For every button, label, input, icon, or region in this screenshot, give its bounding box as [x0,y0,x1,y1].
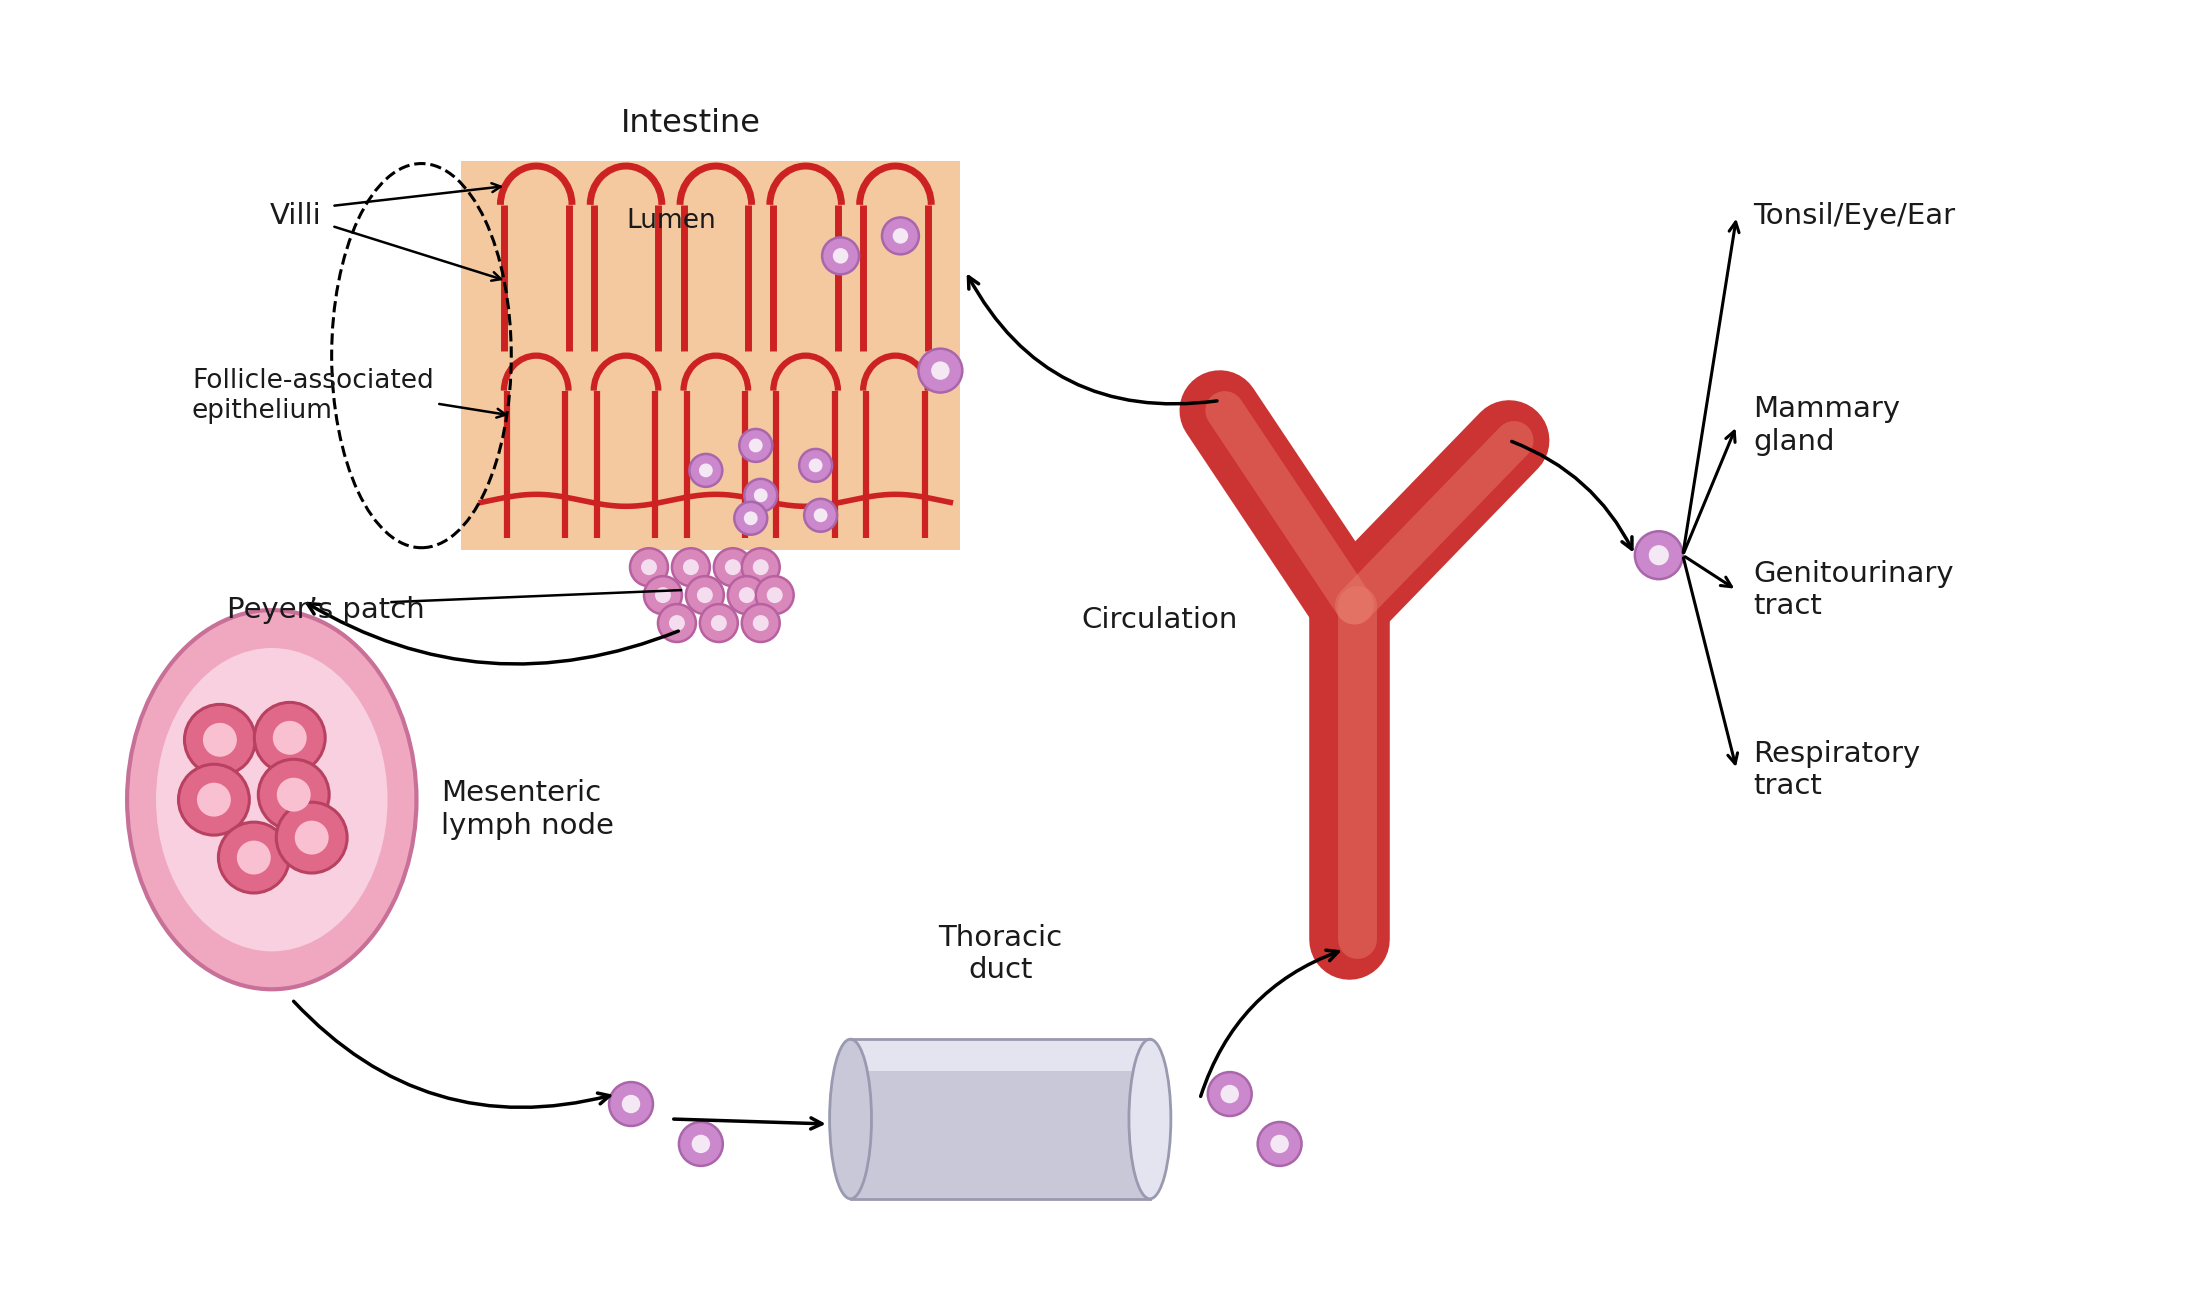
Circle shape [893,227,909,243]
Circle shape [1634,532,1683,580]
Circle shape [1649,545,1669,566]
Circle shape [699,464,712,477]
Ellipse shape [157,647,387,952]
Circle shape [798,448,831,482]
Circle shape [809,459,822,472]
Circle shape [752,615,769,630]
Circle shape [725,559,741,575]
Circle shape [805,499,838,532]
Text: Mammary
gland: Mammary gland [1753,395,1901,456]
Circle shape [738,429,772,461]
Circle shape [822,238,860,274]
Ellipse shape [1130,1039,1172,1199]
Circle shape [219,822,290,893]
Circle shape [918,348,962,393]
Circle shape [641,559,657,575]
Circle shape [1207,1072,1251,1115]
Text: Follicle-associated
epithelium: Follicle-associated epithelium [192,368,433,424]
Circle shape [630,549,668,586]
Circle shape [834,248,849,264]
Circle shape [931,361,949,380]
Text: Circulation: Circulation [1081,606,1238,634]
Ellipse shape [126,610,416,989]
Circle shape [670,615,685,630]
Circle shape [741,604,780,642]
Circle shape [714,549,752,586]
Circle shape [608,1082,652,1126]
Text: Lumen: Lumen [626,208,716,234]
Circle shape [272,720,307,755]
Circle shape [1220,1084,1238,1104]
Circle shape [672,549,710,586]
Circle shape [727,576,765,614]
Circle shape [882,217,920,255]
Circle shape [254,702,325,773]
Circle shape [203,723,237,757]
Circle shape [685,576,723,614]
Circle shape [814,508,827,523]
Bar [851,1039,1150,1199]
Circle shape [659,604,696,642]
Bar [851,1039,1150,1071]
Circle shape [1271,1135,1289,1153]
Circle shape [679,1122,723,1166]
Circle shape [734,502,767,534]
Circle shape [767,588,783,603]
Circle shape [683,559,699,575]
Text: Respiratory
tract: Respiratory tract [1753,740,1921,800]
Text: Villi: Villi [270,202,321,230]
Ellipse shape [829,1039,871,1199]
Circle shape [738,588,754,603]
Circle shape [294,820,329,854]
Circle shape [1258,1122,1302,1166]
Bar [462,161,960,550]
Text: Thoracic
duct: Thoracic duct [937,924,1061,984]
Circle shape [276,777,312,811]
Circle shape [184,705,254,775]
Circle shape [690,454,723,486]
Circle shape [197,783,230,816]
Circle shape [696,588,712,603]
Circle shape [752,559,769,575]
Circle shape [692,1135,710,1153]
Circle shape [743,511,758,525]
Circle shape [756,576,794,614]
Circle shape [701,604,738,642]
Circle shape [179,764,250,835]
Text: Intestine: Intestine [621,108,761,139]
Text: Genitourinary
tract: Genitourinary tract [1753,560,1955,620]
Circle shape [745,478,778,512]
Circle shape [750,438,763,452]
Circle shape [643,576,681,614]
Text: Peyer’s patch: Peyer’s patch [228,597,425,624]
Text: Mesenteric
lymph node: Mesenteric lymph node [442,780,615,840]
Text: Tonsil/Eye/Ear: Tonsil/Eye/Ear [1753,202,1957,230]
Circle shape [237,841,270,875]
Circle shape [621,1095,641,1113]
Circle shape [712,615,727,630]
Circle shape [741,549,780,586]
Circle shape [654,588,670,603]
Circle shape [754,489,767,502]
Circle shape [276,802,347,874]
Circle shape [259,759,329,831]
